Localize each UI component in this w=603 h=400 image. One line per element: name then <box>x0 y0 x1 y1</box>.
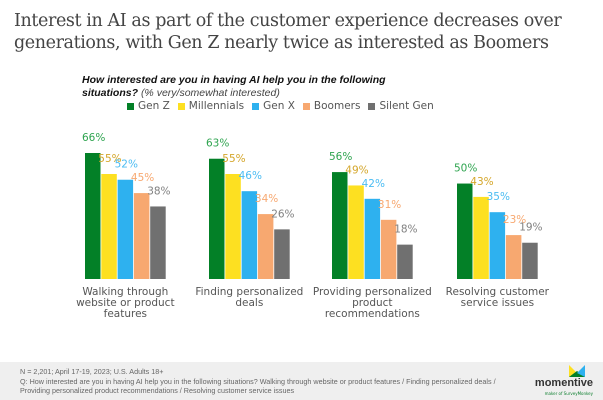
bar <box>274 229 290 279</box>
bar <box>117 179 134 279</box>
data-label: 46% <box>239 170 262 182</box>
legend-item: Millennials <box>177 100 245 112</box>
category-label: features <box>104 308 147 320</box>
category-label: Resolving customer <box>446 286 550 298</box>
data-label: 52% <box>115 159 138 171</box>
data-label: 66% <box>82 132 105 144</box>
legend-label: Boomers <box>313 100 361 112</box>
data-label: 49% <box>345 164 368 176</box>
bar <box>348 185 364 279</box>
bar <box>332 172 348 279</box>
bar <box>133 193 150 279</box>
data-label: 23% <box>503 214 526 226</box>
data-label: 34% <box>255 193 278 205</box>
data-label: 18% <box>394 224 417 236</box>
bar <box>150 206 166 279</box>
bar <box>397 244 413 279</box>
bar <box>241 191 258 279</box>
category-label: Finding personalized <box>195 286 303 298</box>
legend-item: Boomers <box>302 100 361 112</box>
category-label: deals <box>235 297 263 309</box>
data-label: 56% <box>329 151 352 163</box>
category-label: Providing personalized <box>313 286 432 298</box>
logo-tagline: maker of SurveyMonkey <box>544 391 593 396</box>
legend-swatch <box>127 102 134 110</box>
subtitle-note: (% very/somewhat interested) <box>140 87 280 99</box>
bar <box>225 174 241 279</box>
category-label: website or product <box>76 297 174 309</box>
bar <box>101 174 117 279</box>
data-label: 31% <box>378 199 401 211</box>
data-label: 19% <box>519 222 542 234</box>
legend-swatch <box>368 102 376 110</box>
data-label: 50% <box>454 163 477 175</box>
footnote-sample: N = 2,201; April 17-19, 2023; U.S. Adult… <box>20 367 164 376</box>
data-label: 55% <box>222 153 245 165</box>
data-label: 42% <box>362 178 385 190</box>
bar <box>457 183 473 279</box>
legend-label: Millennials <box>188 100 245 112</box>
bar <box>364 198 381 279</box>
bar <box>257 214 274 279</box>
chart-subtitle: How interested are you in having AI help… <box>82 74 442 100</box>
legend-swatch <box>302 102 310 110</box>
momentive-logo: momentive maker of SurveyMonkey <box>525 362 595 400</box>
legend-label: Gen Z <box>138 100 170 112</box>
footnote-question: Q: How interested are you in having AI h… <box>20 376 496 396</box>
legend: Gen Z Millennials Gen X Boomers Silent Gen <box>127 100 434 112</box>
data-label: 55% <box>98 153 121 165</box>
category-label: Walking through <box>82 286 168 298</box>
bar <box>505 235 522 279</box>
legend-label: Gen X <box>263 100 295 112</box>
legend-swatch <box>177 102 185 110</box>
logo-mark-icon <box>569 365 585 377</box>
legend-swatch <box>252 102 260 110</box>
data-label: 45% <box>131 172 154 184</box>
legend-item: Gen X <box>252 100 295 112</box>
subtitle-question: How interested are you in having AI help… <box>82 74 386 99</box>
legend-item: Gen Z <box>127 100 170 112</box>
category-label: recommendations <box>325 308 420 320</box>
bar <box>209 158 225 279</box>
category-label: product <box>352 297 392 309</box>
chart-title: Interest in AI as part of the customer e… <box>14 11 562 53</box>
bar <box>489 212 506 279</box>
legend-item: Silent Gen <box>368 100 434 112</box>
bar <box>522 242 538 279</box>
data-label: 43% <box>470 176 493 188</box>
category-label: service issues <box>461 297 534 309</box>
logo-wordmark: momentive <box>534 377 593 389</box>
data-label: 63% <box>206 138 229 150</box>
footnote: N = 2,201; April 17-19, 2023; U.S. Adult… <box>20 367 520 396</box>
footer: N = 2,201; April 17-19, 2023; U.S. Adult… <box>0 362 603 400</box>
bar <box>473 196 489 279</box>
legend-label: Silent Gen <box>379 100 434 112</box>
bar <box>380 219 397 279</box>
data-label: 35% <box>487 191 510 203</box>
data-label: 38% <box>147 185 170 197</box>
bar <box>85 153 101 279</box>
data-label: 26% <box>271 208 294 220</box>
